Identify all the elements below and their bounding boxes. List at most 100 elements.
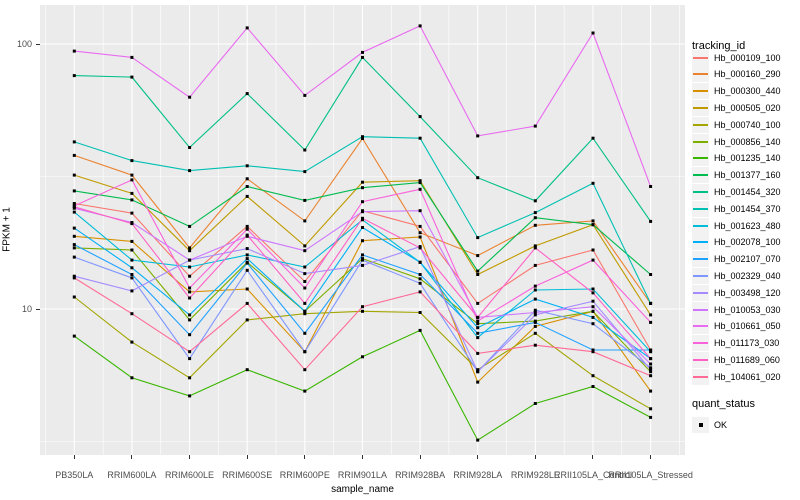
data-point [418, 24, 422, 28]
x-tick-mark [477, 455, 479, 459]
ok-point-icon [698, 422, 703, 427]
data-point [188, 146, 192, 149]
data-point [418, 290, 422, 294]
data-point [130, 55, 134, 59]
data-point [591, 291, 595, 295]
data-point [303, 389, 307, 393]
data-point [245, 177, 249, 181]
legend-line-icon [693, 56, 708, 59]
data-point [72, 276, 76, 280]
data-point [245, 257, 249, 261]
data-point [361, 258, 364, 262]
data-point [476, 336, 480, 340]
data-point [72, 255, 76, 259]
data-point [418, 224, 422, 228]
data-point [130, 340, 134, 344]
data-point [649, 415, 653, 419]
legend-key-swatch [692, 335, 709, 352]
data-point [130, 222, 134, 226]
data-point [361, 50, 364, 54]
legend-entry-Hb_003498_120: Hb_003498_120 [692, 284, 781, 301]
data-point [361, 180, 364, 184]
data-point [303, 219, 307, 223]
legend-entry-Hb_001235_140: Hb_001235_140 [692, 150, 781, 167]
data-point [72, 189, 76, 193]
data-point [649, 389, 653, 393]
data-point [649, 350, 653, 354]
data-point [476, 269, 480, 273]
legend-title-tracking-id: tracking_id [692, 40, 746, 52]
data-point [649, 374, 653, 378]
data-point [130, 276, 134, 280]
data-point [130, 191, 134, 195]
data-point [591, 31, 595, 35]
data-point [418, 281, 422, 285]
data-point [245, 185, 249, 188]
x-tick-label-RRIM901LA: RRIM901LA [337, 470, 387, 480]
x-tick-label-RRIM928BA: RRIM928BA [395, 470, 446, 480]
data-point [72, 234, 76, 238]
data-point [649, 301, 653, 305]
legend-label: Hb_001454_320 [714, 186, 781, 197]
data-point [476, 380, 480, 384]
data-point [72, 74, 76, 78]
x-tick-mark [131, 455, 133, 459]
data-point [361, 263, 364, 267]
legend-label: Hb_001377_160 [714, 170, 781, 181]
legend-title-quant-status: quant_status [692, 398, 755, 410]
data-point [188, 224, 192, 228]
data-point [188, 376, 192, 380]
data-point [188, 246, 192, 250]
data-point [591, 385, 595, 388]
data-point [303, 301, 307, 305]
legend-entry-Hb_001454_370: Hb_001454_370 [692, 200, 781, 217]
y-tick-label-10: 10 [21, 304, 32, 314]
data-point [361, 355, 364, 359]
legend-label: Hb_000740_100 [714, 119, 781, 130]
data-point [418, 231, 422, 235]
data-point [591, 181, 595, 185]
x-tick-label-RRII105LA_Stressed: RRII105LA_Stressed [608, 470, 693, 480]
legend-line-icon [693, 123, 708, 126]
data-point [188, 394, 192, 398]
data-point [533, 308, 537, 312]
data-point [303, 312, 307, 316]
legend-entry-Hb_001623_480: Hb_001623_480 [692, 217, 781, 234]
legend-entry-Hb_000160_290: Hb_000160_290 [692, 66, 781, 83]
data-point [418, 181, 422, 185]
legend-entry-Hb_010053_030: Hb_010053_030 [692, 301, 781, 318]
plot-panel [40, 5, 685, 455]
data-point [591, 223, 595, 227]
legend-label: Hb_000300_440 [714, 86, 781, 97]
data-point [533, 331, 537, 335]
data-point [649, 273, 653, 276]
data-point [649, 185, 653, 188]
data-point [649, 366, 653, 370]
legend-entry-ok: OK [692, 416, 727, 433]
legend-entry-Hb_000505_020: Hb_000505_020 [692, 99, 781, 116]
data-point [361, 200, 364, 204]
data-point [72, 49, 76, 53]
data-point [533, 263, 537, 267]
x-tick-label-RRIM928LA: RRIM928LA [453, 470, 503, 480]
legend-label: Hb_002107_070 [714, 254, 781, 265]
legend-line-icon [693, 258, 708, 261]
data-point [649, 357, 653, 361]
data-point [476, 370, 480, 374]
x-tick-mark [534, 455, 536, 459]
data-point [245, 287, 249, 291]
data-point [245, 194, 249, 198]
legend-key-swatch [692, 116, 709, 133]
data-point [303, 93, 307, 97]
legend-label: Hb_001454_370 [714, 203, 781, 214]
data-point [476, 326, 480, 330]
data-point [188, 357, 192, 361]
legend-line-icon [693, 90, 708, 93]
data-point [418, 187, 422, 191]
data-point [533, 313, 537, 317]
legend-key-swatch [692, 167, 709, 184]
data-point [188, 333, 192, 337]
data-point [649, 362, 653, 366]
data-point [361, 137, 364, 140]
